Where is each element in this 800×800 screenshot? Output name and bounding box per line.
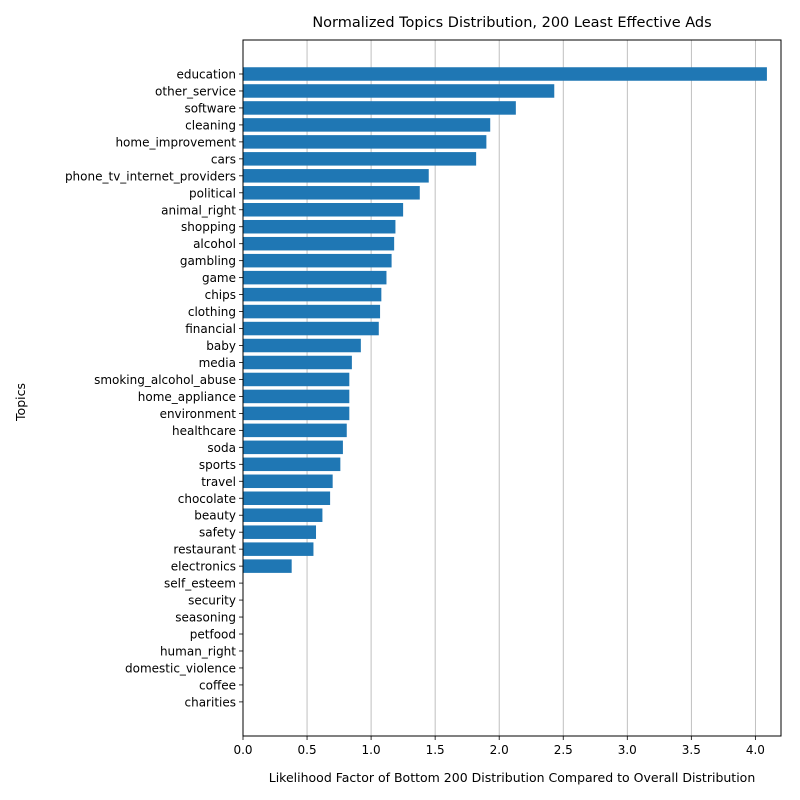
bar-animal_right — [243, 203, 404, 217]
y-tick-label: restaurant — [173, 543, 236, 557]
y-tick-label: political — [189, 186, 236, 200]
x-tick-label: 4.0 — [746, 743, 765, 757]
bar-cleaning — [243, 118, 491, 132]
y-tick-label: soda — [207, 441, 236, 455]
bar-chocolate — [243, 491, 331, 505]
y-tick-label: charities — [185, 695, 237, 709]
bar-game — [243, 270, 387, 285]
bar-sports — [243, 457, 341, 472]
bar-beauty — [243, 508, 323, 522]
x-tick-label: 3.5 — [682, 743, 701, 757]
x-tick-label: 0.5 — [298, 743, 317, 757]
bar-soda — [243, 440, 343, 455]
y-tick-label: clothing — [188, 305, 236, 319]
bar-chips — [243, 287, 382, 302]
bar-clothing — [243, 304, 381, 319]
x-tick-label: 1.0 — [362, 743, 381, 757]
y-tick-label: chocolate — [178, 492, 236, 506]
y-tick-label: game — [202, 271, 236, 285]
y-tick-label: alcohol — [193, 237, 236, 251]
x-tick-label: 2.0 — [490, 743, 509, 757]
y-tick-label: electronics — [171, 560, 236, 574]
y-tick-label: coffee — [199, 678, 236, 692]
bar-home_appliance — [243, 389, 350, 404]
y-tick-label: financial — [185, 322, 236, 336]
y-tick-label: shopping — [181, 220, 236, 234]
bar-alcohol — [243, 236, 395, 251]
bar-shopping — [243, 219, 396, 234]
bars — [243, 67, 767, 573]
bar-other_service — [243, 84, 555, 98]
y-axis-label: Topics — [13, 383, 28, 422]
y-tick-label: self_esteem — [164, 577, 236, 591]
bar-baby — [243, 338, 361, 353]
y-tick-label: security — [188, 594, 236, 608]
y-tick-label: gambling — [180, 254, 236, 268]
y-tick-label: home_appliance — [138, 390, 236, 404]
y-tick-label: cars — [211, 152, 236, 166]
y-tick-label: human_right — [160, 644, 236, 658]
bar-smoking_alcohol_abuse — [243, 372, 350, 387]
x-tick-label: 3.0 — [618, 743, 637, 757]
y-tick-label: safety — [199, 526, 236, 540]
y-tick-label: seasoning — [175, 611, 236, 625]
x-tick-labels: 0.0 0.5 1.0 1.5 2.0 2.5 3.0 3.5 4.0 — [233, 736, 765, 757]
y-tick-label: animal_right — [161, 203, 236, 217]
y-tick-label: domestic_violence — [125, 661, 236, 675]
y-tick-label: sports — [199, 458, 236, 472]
bar-cars — [243, 152, 477, 166]
plot-frame — [242, 39, 782, 737]
bar-software — [243, 101, 516, 115]
bar-restaurant — [243, 542, 314, 556]
y-tick-label: beauty — [194, 509, 236, 523]
bar-media — [243, 355, 352, 370]
bar-phone_tv_internet_providers — [243, 169, 429, 183]
y-tick-label: media — [199, 356, 236, 370]
y-tick-label: environment — [160, 407, 237, 421]
bar-travel — [243, 474, 333, 489]
y-tick-label: chips — [205, 288, 236, 302]
x-axis-label: Likelihood Factor of Bottom 200 Distribu… — [269, 770, 756, 785]
x-tick-label: 1.5 — [426, 743, 445, 757]
y-tick-label: travel — [201, 475, 236, 489]
x-tick-label: 0.0 — [233, 743, 252, 757]
y-tick-label: phone_tv_internet_providers — [65, 169, 236, 183]
bar-environment — [243, 406, 350, 421]
chart-title: Normalized Topics Distribution, 200 Leas… — [312, 15, 711, 31]
bar-financial — [243, 321, 379, 336]
y-tick-label: healthcare — [172, 424, 236, 438]
bar-safety — [243, 525, 317, 539]
bar-political — [243, 186, 420, 200]
y-tick-label: petfood — [190, 628, 236, 642]
y-tick-label: smoking_alcohol_abuse — [94, 373, 236, 387]
x-tick-label: 2.5 — [554, 743, 573, 757]
y-tick-labels: education other_service software cleaning ho… — [65, 68, 243, 709]
y-tick-label: cleaning — [185, 118, 236, 132]
y-tick-label: other_service — [155, 84, 236, 98]
y-tick-label: baby — [206, 339, 236, 353]
y-tick-label: software — [184, 101, 236, 115]
bar-home_improvement — [243, 135, 487, 149]
y-tick-label: home_improvement — [115, 135, 236, 149]
y-tick-label: education — [176, 68, 236, 82]
bar-electronics — [243, 559, 292, 573]
bar-education — [243, 67, 767, 81]
bar-gambling — [243, 253, 392, 268]
bar-healthcare — [243, 423, 347, 438]
